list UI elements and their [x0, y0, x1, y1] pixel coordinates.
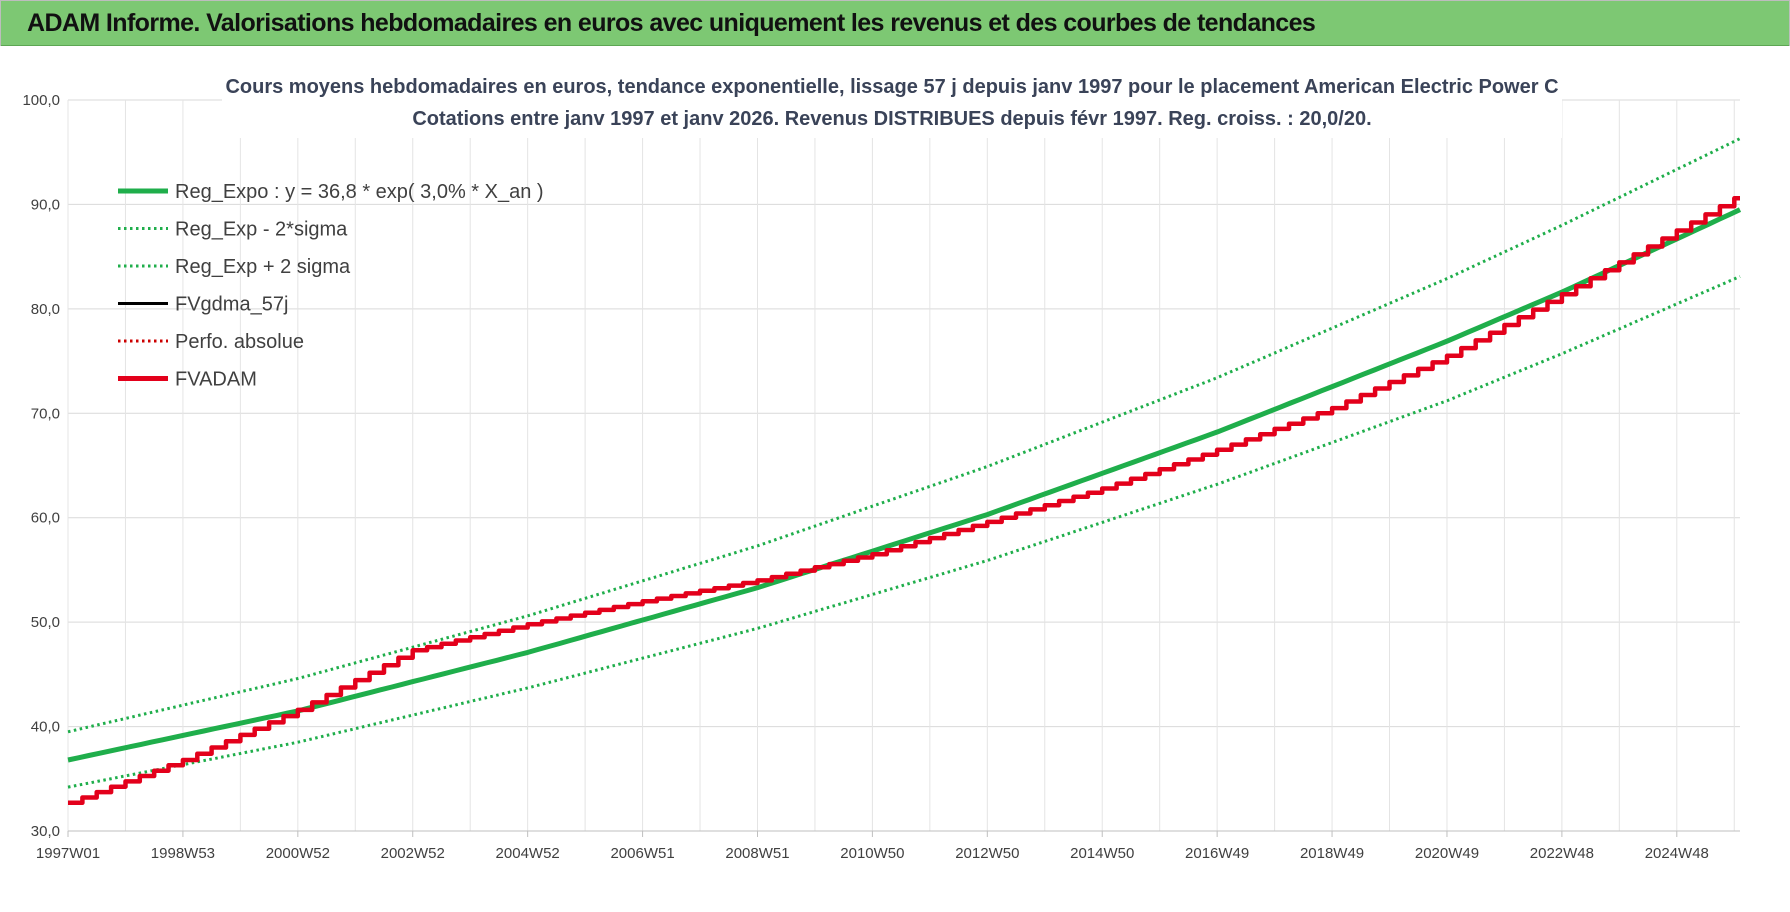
- legend-label: FVgdma_57j: [175, 294, 288, 316]
- y-tick-label: 40,0: [31, 719, 60, 736]
- x-tick-label: 2016W49: [1185, 845, 1249, 862]
- x-tick-label: 2020W49: [1415, 845, 1479, 862]
- x-tick-label: 1998W53: [151, 845, 215, 862]
- y-tick-label: 100,0: [22, 92, 60, 109]
- y-tick-label: 80,0: [31, 301, 60, 318]
- legend: Reg_Expo : y = 36,8 * exp( 3,0% * X_an )…: [118, 181, 544, 391]
- x-tick-label: 2010W50: [840, 845, 904, 862]
- x-tick-label: 2006W51: [610, 845, 674, 862]
- series-line: [67, 275, 1741, 789]
- grid: [67, 99, 1740, 832]
- plot-background: [0, 46, 1790, 912]
- x-tick-label: 2008W51: [725, 845, 789, 862]
- legend-label: Reg_Expo : y = 36,8 * exp( 3,0% * X_an ): [175, 181, 544, 203]
- x-tick-label: 2012W50: [955, 845, 1019, 862]
- y-tick-label: 50,0: [31, 614, 60, 631]
- series-line: [67, 137, 1741, 734]
- chart-subtitle: Cotations entre janv 1997 et janv 2026. …: [412, 108, 1371, 130]
- x-tick-label: 2018W49: [1300, 845, 1364, 862]
- y-tick-label: 60,0: [31, 510, 60, 527]
- series-line: [67, 207, 1742, 763]
- chart-title: Cours moyens hebdomadaires en euros, ten…: [225, 76, 1558, 98]
- y-tick-label: 30,0: [31, 823, 60, 840]
- x-tick-label: 2014W50: [1070, 845, 1134, 862]
- x-tick-label: 1997W01: [36, 845, 100, 862]
- x-tick-label: 2002W52: [381, 845, 445, 862]
- legend-label: FVADAM: [175, 369, 257, 391]
- title-backdrop: [222, 66, 1562, 138]
- series-layer: [67, 137, 1742, 806]
- legend-label: Reg_Exp + 2 sigma: [175, 256, 351, 278]
- y-tick-label: 70,0: [31, 405, 60, 422]
- x-tick-label: 2004W52: [496, 845, 560, 862]
- legend-label: Perfo. absolue: [175, 331, 304, 353]
- y-tick-label: 90,0: [31, 196, 60, 213]
- x-tick-label: 2000W52: [266, 845, 330, 862]
- axes: 30,0 40,0 50,0 60,0 70,0 80,0 90,0 100,0 1997W01…: [22, 92, 1740, 862]
- title-block: Cours moyens hebdomadaires en euros, ten…: [222, 66, 1562, 138]
- series-line: [68, 196, 1740, 806]
- legend-label: Reg_Exp - 2*sigma: [175, 219, 348, 241]
- banner-title: ADAM Informe. Valorisations hebdomadaire…: [27, 9, 1316, 37]
- x-tick-label: 2024W48: [1645, 845, 1709, 862]
- header-banner: ADAM Informe. Valorisations hebdomadaire…: [1, 1, 1789, 46]
- x-tick-label: 2022W48: [1530, 845, 1594, 862]
